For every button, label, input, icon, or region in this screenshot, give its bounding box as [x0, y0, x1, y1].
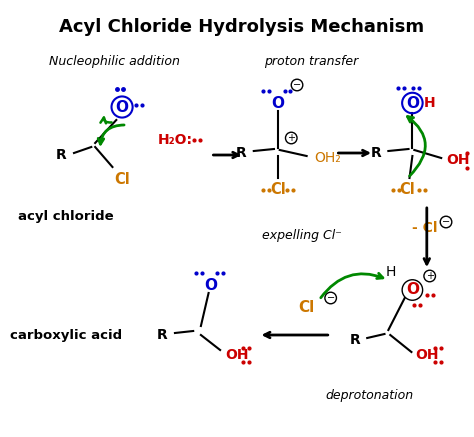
Text: −: −: [293, 80, 301, 90]
Text: O: O: [406, 282, 419, 298]
Text: Cl: Cl: [299, 301, 315, 316]
Text: R: R: [371, 146, 381, 160]
Text: deprotonation: deprotonation: [325, 388, 413, 402]
Text: expelling Cl⁻: expelling Cl⁻: [262, 229, 342, 242]
Text: +: +: [426, 271, 434, 281]
Text: Cl: Cl: [400, 183, 415, 198]
Text: - Cl: - Cl: [412, 221, 438, 235]
Text: OH: OH: [446, 153, 470, 167]
Text: H₂O:: H₂O:: [157, 133, 192, 147]
Text: Acyl Chloride Hydrolysis Mechanism: Acyl Chloride Hydrolysis Mechanism: [59, 18, 424, 36]
Text: H: H: [424, 96, 436, 110]
Text: O: O: [116, 100, 128, 114]
Text: Nucleophilic addition: Nucleophilic addition: [49, 55, 180, 68]
Text: R: R: [236, 146, 246, 160]
Text: −: −: [327, 293, 335, 303]
Text: Cl: Cl: [114, 173, 130, 187]
Text: O: O: [204, 277, 217, 292]
Text: OH: OH: [225, 348, 248, 362]
Text: R: R: [56, 148, 67, 162]
Text: OH: OH: [415, 348, 439, 362]
Text: +: +: [287, 133, 295, 143]
Text: Cl: Cl: [270, 183, 286, 198]
Text: carboxylic acid: carboxylic acid: [10, 329, 122, 341]
Text: O: O: [406, 96, 419, 111]
Text: proton transfer: proton transfer: [264, 55, 358, 68]
Text: acyl chloride: acyl chloride: [18, 210, 114, 223]
Text: O: O: [271, 96, 284, 111]
Text: R: R: [349, 333, 360, 347]
Text: R: R: [157, 328, 168, 342]
Text: OH₂: OH₂: [314, 151, 341, 165]
Text: H: H: [386, 265, 396, 279]
Text: −: −: [442, 217, 450, 227]
